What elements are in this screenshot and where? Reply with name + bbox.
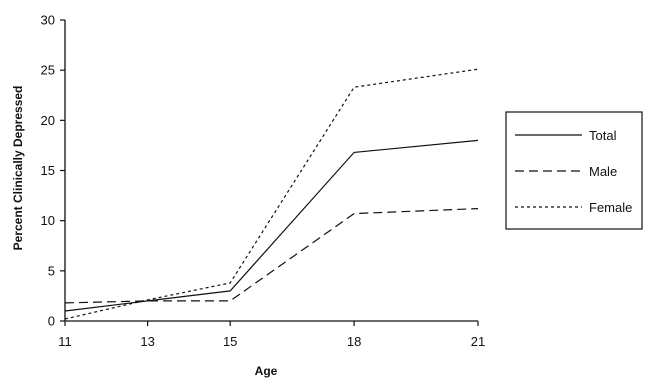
y-tick-label: 30 [41, 13, 55, 28]
y-tick-label: 25 [41, 63, 55, 78]
x-axis-title: Age [255, 364, 278, 378]
x-tick-label: 18 [347, 334, 361, 349]
x-tick-label: 21 [471, 334, 485, 349]
x-tick-label: 13 [140, 334, 154, 349]
series-line-female [64, 68, 479, 320]
legend-label-total: Total [589, 128, 617, 143]
y-tick-label: 15 [41, 163, 55, 178]
y-tick-label: 5 [48, 263, 55, 278]
legend-label-male: Male [589, 164, 617, 179]
y-tick-label: 20 [41, 113, 55, 128]
series-line-male [64, 208, 479, 304]
x-tick-label: 11 [58, 334, 72, 349]
y-tick-label: 0 [48, 314, 55, 329]
series-line-total [64, 139, 479, 312]
y-tick-label: 10 [41, 213, 55, 228]
y-axis-title: Percent Clinically Depressed [11, 86, 25, 251]
legend: Total Male Female [505, 111, 643, 230]
x-tick-label: 15 [223, 334, 237, 349]
legend-label-female: Female [589, 200, 632, 215]
plot-area: 0 5 10 15 20 25 30 11 13 15 18 21 [41, 13, 486, 350]
